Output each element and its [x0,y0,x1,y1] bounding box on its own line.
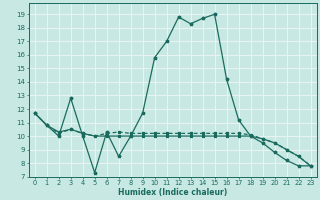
X-axis label: Humidex (Indice chaleur): Humidex (Indice chaleur) [118,188,227,197]
